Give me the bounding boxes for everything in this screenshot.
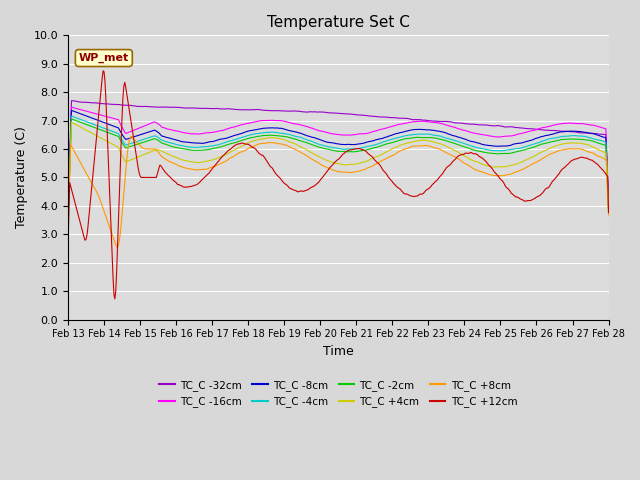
TC_C +8cm <box>113 244 120 250</box>
TC_C -8cm <box>204 139 212 145</box>
TC_C +12cm <box>99 68 107 74</box>
TC_C +4cm <box>472 158 480 164</box>
TC_C -32cm <box>68 98 76 104</box>
Text: WP_met: WP_met <box>79 53 129 63</box>
Y-axis label: Temperature (C): Temperature (C) <box>15 127 28 228</box>
TC_C +12cm <box>310 183 318 189</box>
TC_C -16cm <box>383 125 391 131</box>
TC_C -32cm <box>161 104 168 110</box>
TC_C +4cm <box>605 213 612 218</box>
Line: TC_C +8cm: TC_C +8cm <box>68 136 609 247</box>
TC_C -32cm <box>383 114 391 120</box>
TC_C +4cm <box>426 138 434 144</box>
Line: TC_C -16cm: TC_C -16cm <box>68 107 609 213</box>
Legend: TC_C -32cm, TC_C -16cm, TC_C -8cm, TC_C -4cm, TC_C -2cm, TC_C +4cm, TC_C +8cm, T: TC_C -32cm, TC_C -16cm, TC_C -8cm, TC_C … <box>155 376 522 411</box>
TC_C -8cm <box>161 134 168 140</box>
TC_C +4cm <box>310 151 317 156</box>
TC_C -4cm <box>383 138 391 144</box>
TC_C -4cm <box>426 132 434 137</box>
TC_C +8cm <box>427 144 435 149</box>
TC_C -4cm <box>204 144 212 149</box>
TC_C +12cm <box>205 170 212 176</box>
TC_C -32cm <box>204 106 212 111</box>
TC_C -16cm <box>426 119 434 125</box>
TC_C -4cm <box>68 113 76 119</box>
TC_C +4cm <box>204 158 212 164</box>
TC_C -4cm <box>64 215 72 220</box>
Line: TC_C -4cm: TC_C -4cm <box>68 116 609 217</box>
TC_C -8cm <box>383 134 391 140</box>
TC_C -16cm <box>64 210 72 216</box>
TC_C -4cm <box>605 206 612 212</box>
TC_C +12cm <box>385 174 392 180</box>
TC_C +8cm <box>385 155 392 160</box>
TC_C +12cm <box>111 296 118 302</box>
Line: TC_C +12cm: TC_C +12cm <box>68 71 609 299</box>
TC_C -2cm <box>68 116 76 122</box>
TC_C -16cm <box>204 130 212 136</box>
TC_C +4cm <box>161 149 168 155</box>
TC_C +8cm <box>605 211 612 217</box>
TC_C -8cm <box>426 127 434 133</box>
TC_C -32cm <box>310 109 317 115</box>
TC_C -4cm <box>310 139 317 145</box>
TC_C -16cm <box>605 198 612 204</box>
Title: Temperature Set C: Temperature Set C <box>267 15 410 30</box>
TC_C -16cm <box>68 104 76 110</box>
TC_C -8cm <box>605 203 612 209</box>
TC_C -32cm <box>472 121 480 127</box>
Line: TC_C -2cm: TC_C -2cm <box>68 119 609 219</box>
TC_C -4cm <box>472 144 480 150</box>
TC_C -8cm <box>68 108 76 113</box>
TC_C -8cm <box>64 212 72 217</box>
TC_C -16cm <box>161 125 168 131</box>
TC_C -2cm <box>383 141 391 146</box>
TC_C +4cm <box>64 217 72 223</box>
TC_C -32cm <box>426 118 434 123</box>
Line: TC_C +4cm: TC_C +4cm <box>68 122 609 220</box>
TC_C +12cm <box>427 184 435 190</box>
TC_C +4cm <box>383 148 391 154</box>
Line: TC_C -32cm: TC_C -32cm <box>68 101 609 210</box>
TC_C +12cm <box>473 152 481 157</box>
TC_C -2cm <box>64 216 72 222</box>
TC_C -8cm <box>310 135 317 141</box>
TC_C -8cm <box>472 140 480 145</box>
TC_C +8cm <box>310 157 318 163</box>
TC_C -32cm <box>605 201 612 207</box>
TC_C -2cm <box>310 143 317 148</box>
TC_C -2cm <box>204 146 212 152</box>
TC_C -2cm <box>161 141 168 147</box>
TC_C +8cm <box>473 168 481 173</box>
TC_C -2cm <box>426 135 434 141</box>
X-axis label: Time: Time <box>323 345 354 358</box>
TC_C +12cm <box>64 246 72 252</box>
TC_C +12cm <box>161 169 169 175</box>
TC_C -4cm <box>161 138 168 144</box>
TC_C +12cm <box>605 210 612 216</box>
TC_C -2cm <box>472 148 480 154</box>
TC_C +8cm <box>64 228 72 234</box>
TC_C +8cm <box>161 156 169 162</box>
Line: TC_C -8cm: TC_C -8cm <box>68 110 609 215</box>
TC_C +4cm <box>68 120 76 125</box>
TC_C -2cm <box>605 208 612 214</box>
TC_C -16cm <box>472 131 480 136</box>
TC_C -32cm <box>64 207 72 213</box>
TC_C +8cm <box>205 166 212 171</box>
TC_C -16cm <box>310 126 317 132</box>
TC_C +8cm <box>127 133 135 139</box>
